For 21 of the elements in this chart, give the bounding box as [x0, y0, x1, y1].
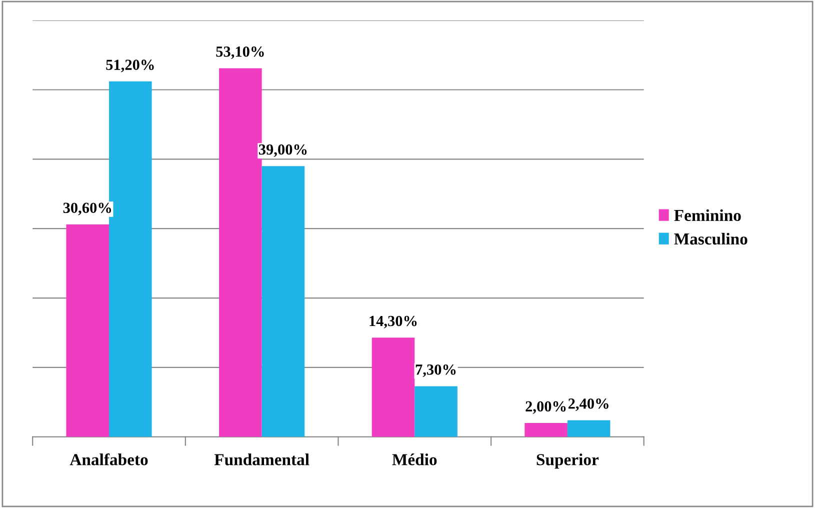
data-label: 39,00%	[258, 144, 307, 157]
data-label: 30,60%	[63, 202, 112, 216]
data-label: 51,20%	[106, 60, 154, 72]
x-tick-label: Analfabeto	[70, 453, 148, 466]
data-label: 2,40%	[568, 398, 608, 411]
bar	[372, 338, 415, 437]
bar	[414, 386, 458, 437]
x-tick-label: Fundamental	[214, 454, 310, 466]
bar	[262, 166, 305, 437]
data-label: 7,30%	[416, 364, 456, 377]
data-label: 14,30%	[370, 316, 417, 328]
data-label: 53,10%	[216, 46, 264, 60]
bar	[109, 81, 152, 437]
bar	[567, 420, 610, 437]
data-label: 2,00%	[526, 401, 566, 414]
legend-label: Feminino	[674, 209, 741, 222]
legend-label: Masculino	[674, 232, 748, 245]
x-tick-label: Superior	[536, 454, 599, 469]
bar	[66, 224, 110, 437]
x-tick-label: Médio	[392, 454, 437, 466]
bar	[524, 422, 568, 437]
